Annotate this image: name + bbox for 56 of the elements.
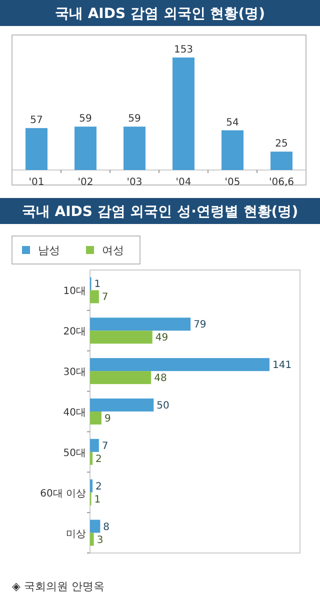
- bar: [90, 290, 99, 304]
- bar: [90, 398, 154, 412]
- data-label: 79: [194, 320, 206, 331]
- y-tick-label: 20대: [63, 326, 86, 338]
- data-label: 49: [155, 332, 168, 344]
- x-tick-label: '04: [176, 177, 192, 188]
- data-label: 7: [102, 440, 108, 452]
- legend-label: 여성: [102, 244, 124, 257]
- bar: [90, 532, 94, 546]
- bar: [270, 152, 292, 170]
- x-tick-label: '03: [126, 177, 142, 188]
- bar: [90, 520, 100, 533]
- bar: [90, 412, 102, 424]
- bar: [90, 371, 152, 384]
- y-tick-label: 미상: [66, 528, 86, 540]
- chart-title: 국내 AIDS 감염 외국인 성·연령별 현황(명): [22, 204, 298, 220]
- bar: [222, 130, 244, 170]
- bar: [90, 452, 93, 465]
- data-label: 9: [104, 414, 111, 424]
- x-tick-label: '01: [28, 177, 44, 188]
- data-label: 7: [102, 292, 108, 304]
- data-label: 57: [30, 115, 43, 126]
- y-tick-label: 50대: [63, 448, 86, 459]
- bar: [26, 128, 48, 170]
- y-tick-label: 10대: [63, 286, 86, 298]
- text: ◈ 국회의원 안명옥: [12, 580, 104, 593]
- data-label: 54: [226, 117, 239, 128]
- bar: [172, 58, 194, 170]
- data-label: 3: [96, 534, 104, 546]
- bar: [90, 438, 99, 452]
- bar: [90, 358, 270, 372]
- data-label: 2: [96, 454, 102, 465]
- bar: [124, 126, 146, 170]
- chart-title: 국내 AIDS 감염 외국인 현황(명): [54, 6, 266, 22]
- y-tick-label: 30대: [63, 367, 86, 378]
- data-label: 48: [154, 373, 167, 384]
- data-label: 153: [174, 44, 194, 56]
- data-label: 1: [94, 279, 101, 290]
- data-label: 8: [103, 522, 110, 533]
- data-label: 59: [128, 114, 141, 125]
- data-label: 141: [272, 360, 292, 372]
- x-tick-label: '05: [224, 177, 240, 188]
- bar: [90, 479, 93, 492]
- y-tick-label: 60대 이상: [40, 488, 86, 500]
- data-label: 59: [79, 114, 92, 125]
- bar: [90, 330, 152, 344]
- x-tick-label: '02: [78, 177, 94, 188]
- data-label: 1: [94, 494, 101, 506]
- y-tick-label: 40대: [63, 408, 86, 418]
- legend-label: 남성: [38, 244, 60, 257]
- data-label: 50: [156, 400, 170, 412]
- data-label: 2: [96, 481, 102, 492]
- bar: [90, 318, 191, 331]
- bar: [74, 126, 96, 170]
- data-label: 25: [275, 138, 288, 150]
- x-tick-label: '06,6: [268, 177, 294, 188]
